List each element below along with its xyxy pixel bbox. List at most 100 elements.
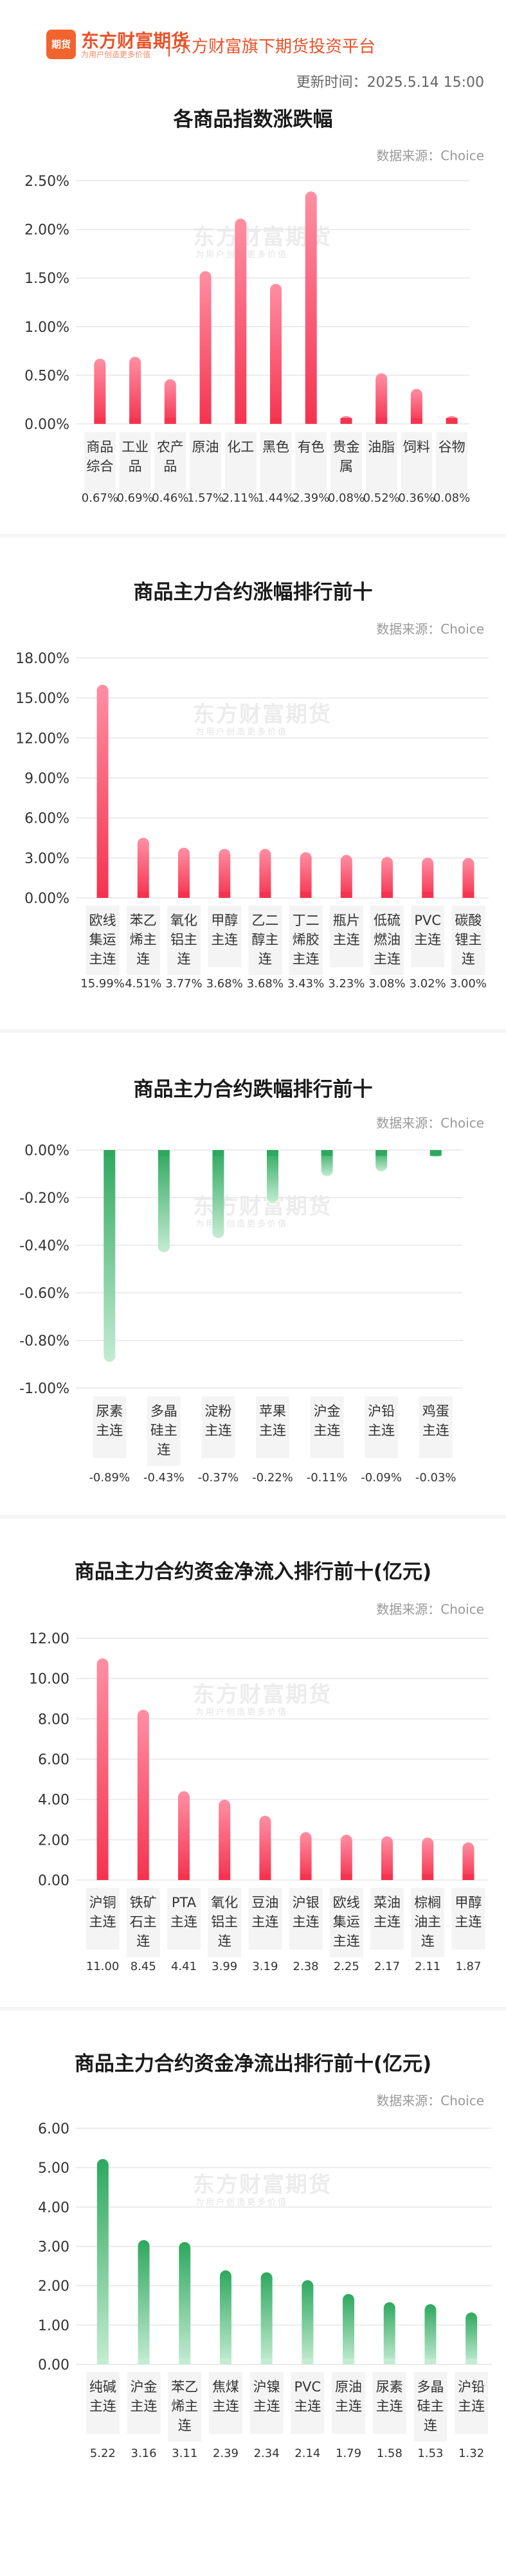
bar [178, 1791, 190, 1880]
category-label-bg [451, 1888, 485, 1950]
category-label: 碳酸锂主连 [455, 913, 482, 967]
section-separator [0, 1515, 506, 1519]
category-label-bg [365, 432, 397, 494]
chart-section-4: 商品主力合约资金净流入排行前十(亿元) 数据来源：Choice 东方财富期货 为用户创… [0, 1515, 506, 2007]
category-label: 鸡蛋主连 [422, 1403, 449, 1438]
category-label-bg [329, 1888, 363, 1957]
bar [94, 358, 106, 424]
y-tick-label: 0.00% [24, 891, 69, 907]
bar-cap [212, 1150, 224, 1156]
header-divider [168, 32, 170, 57]
category-label: 乙二醇主连 [251, 913, 278, 967]
category-label-bg [419, 1396, 453, 1458]
category-label-bg [86, 906, 120, 975]
value-label: 1.58 [377, 2447, 402, 2460]
data-source-label: 数据来源：Choice [376, 1115, 484, 1131]
bar-cap [300, 1874, 312, 1880]
value-label: 1.87 [455, 1960, 481, 1973]
value-label: 2.38 [293, 1960, 319, 1973]
chart-title: 商品主力合约跌幅排行前十 [133, 1078, 373, 1101]
value-label: 0.52% [363, 491, 400, 505]
value-label: -0.09% [361, 1471, 402, 1484]
value-label: 15.99% [80, 977, 125, 991]
bar [300, 1832, 312, 1880]
data-source-label: 数据来源：Choice [376, 1602, 484, 1617]
category-label-bg [413, 2372, 447, 2442]
category-label-bg [411, 1888, 445, 1957]
category-label-bg [127, 2372, 161, 2434]
bar-cap [375, 418, 388, 424]
category-label: 焦煤主连 [212, 2379, 239, 2414]
bar [199, 271, 212, 424]
value-label: 2.39% [293, 491, 329, 505]
bar [137, 1710, 149, 1880]
bar-cap [462, 892, 474, 898]
category-label: PTA 主连 [170, 1895, 197, 1930]
data-source-label: 数据来源：Choice [376, 621, 484, 637]
bar-cap [259, 892, 271, 898]
bar-cap [96, 2359, 109, 2364]
y-tick-label: 0.50% [24, 368, 69, 384]
bar-cap [422, 892, 434, 898]
value-label: 3.16 [131, 2447, 157, 2460]
page-header: 期货 东方财富期货 为用户创造更多价值 东方财富旗下期货投资平台 更新时间：20… [0, 0, 506, 96]
category-label-bg [455, 2372, 489, 2434]
chart-title: 各商品指数涨跌幅 [173, 108, 333, 131]
category-label: 沪铜主连 [89, 1895, 116, 1930]
bar [259, 848, 271, 898]
bar [212, 1150, 224, 1238]
category-label: 欧线集运主连 [333, 1895, 360, 1949]
category-label: 多晶硅主连 [150, 1403, 177, 1457]
y-tick-label: -0.20% [19, 1191, 69, 1207]
category-label-bg [329, 906, 363, 967]
y-tick-label: 12.00% [15, 731, 69, 747]
bar-cap [96, 1874, 109, 1880]
bar-cap [129, 418, 141, 424]
bar-cap [164, 418, 176, 424]
value-label: 3.43% [287, 977, 324, 991]
category-label: 原油 [192, 439, 219, 455]
bar [340, 1834, 352, 1880]
y-tick-label: -0.80% [19, 1333, 69, 1349]
bar [219, 2270, 231, 2364]
value-label: 0.67% [82, 491, 118, 505]
bar-cap [422, 1874, 434, 1880]
bar [96, 2159, 109, 2364]
bar-cap [219, 1874, 231, 1880]
category-label-bg [119, 432, 151, 494]
value-label: -0.37% [198, 1471, 239, 1484]
category-label-bg [310, 1396, 344, 1458]
value-label: 2.39 [213, 2447, 239, 2460]
y-tick-label: 5.00 [38, 2160, 69, 2177]
category-label: 黑色 [262, 439, 289, 455]
category-label: PVC 主连 [294, 2379, 321, 2414]
category-label: 豆油主连 [251, 1895, 278, 1930]
category-label-bg [224, 432, 257, 494]
y-tick-label: 12.00 [29, 1631, 69, 1647]
value-label: -0.22% [252, 1471, 293, 1484]
y-tick-label: -1.00% [19, 1381, 69, 1397]
category-label-bg [330, 432, 362, 494]
category-label: 多晶硅主连 [417, 2379, 444, 2433]
bar-cap [158, 1150, 170, 1156]
category-label: 贵金属 [332, 439, 359, 474]
category-label: 沪铅主连 [458, 2379, 485, 2414]
y-tick-label: 3.00% [24, 851, 69, 867]
value-label: 1.57% [187, 491, 224, 505]
category-label-bg [295, 432, 327, 494]
section-separator [0, 2007, 506, 2011]
bar [260, 2272, 273, 2364]
bar [138, 2240, 150, 2364]
bar-cap [429, 1150, 442, 1156]
bar-cap [446, 418, 458, 424]
value-label: 4.41 [171, 1960, 197, 1973]
bar [219, 1799, 231, 1880]
bar-cap [381, 1874, 393, 1880]
watermark-subtext: 为用户创造更多价值 [195, 1708, 289, 1717]
bar [137, 837, 149, 898]
category-label: 商品综合 [86, 439, 113, 474]
bar [381, 1836, 393, 1880]
category-label-bg [260, 432, 292, 494]
value-label: 1.32 [458, 2447, 484, 2460]
logo-icon: 期货 [46, 30, 76, 59]
